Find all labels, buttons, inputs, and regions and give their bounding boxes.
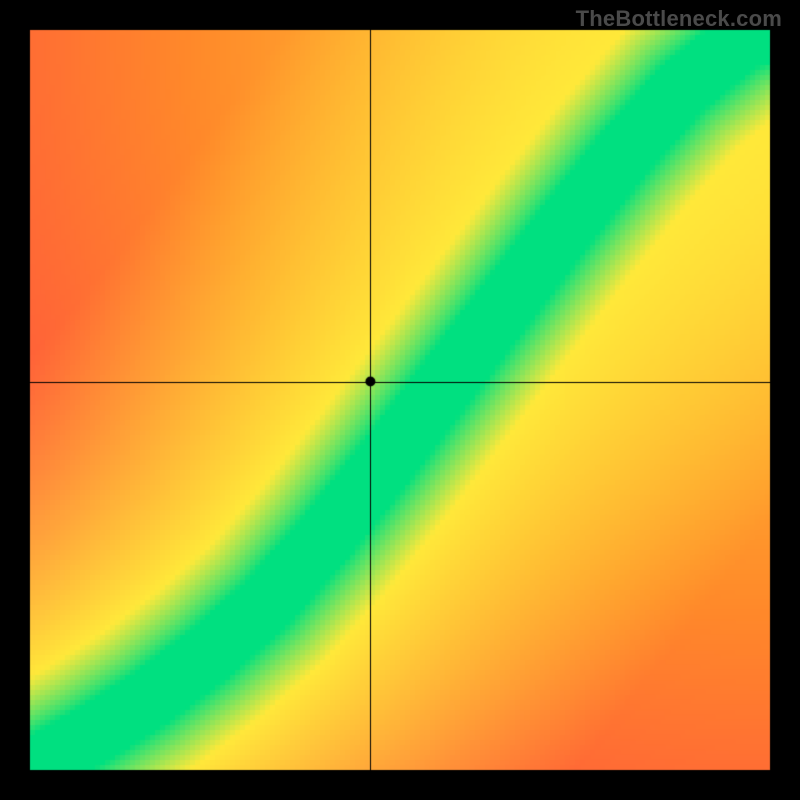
chart-container: TheBottleneck.com — [0, 0, 800, 800]
watermark-text: TheBottleneck.com — [576, 6, 782, 32]
heatmap-canvas — [0, 0, 800, 800]
